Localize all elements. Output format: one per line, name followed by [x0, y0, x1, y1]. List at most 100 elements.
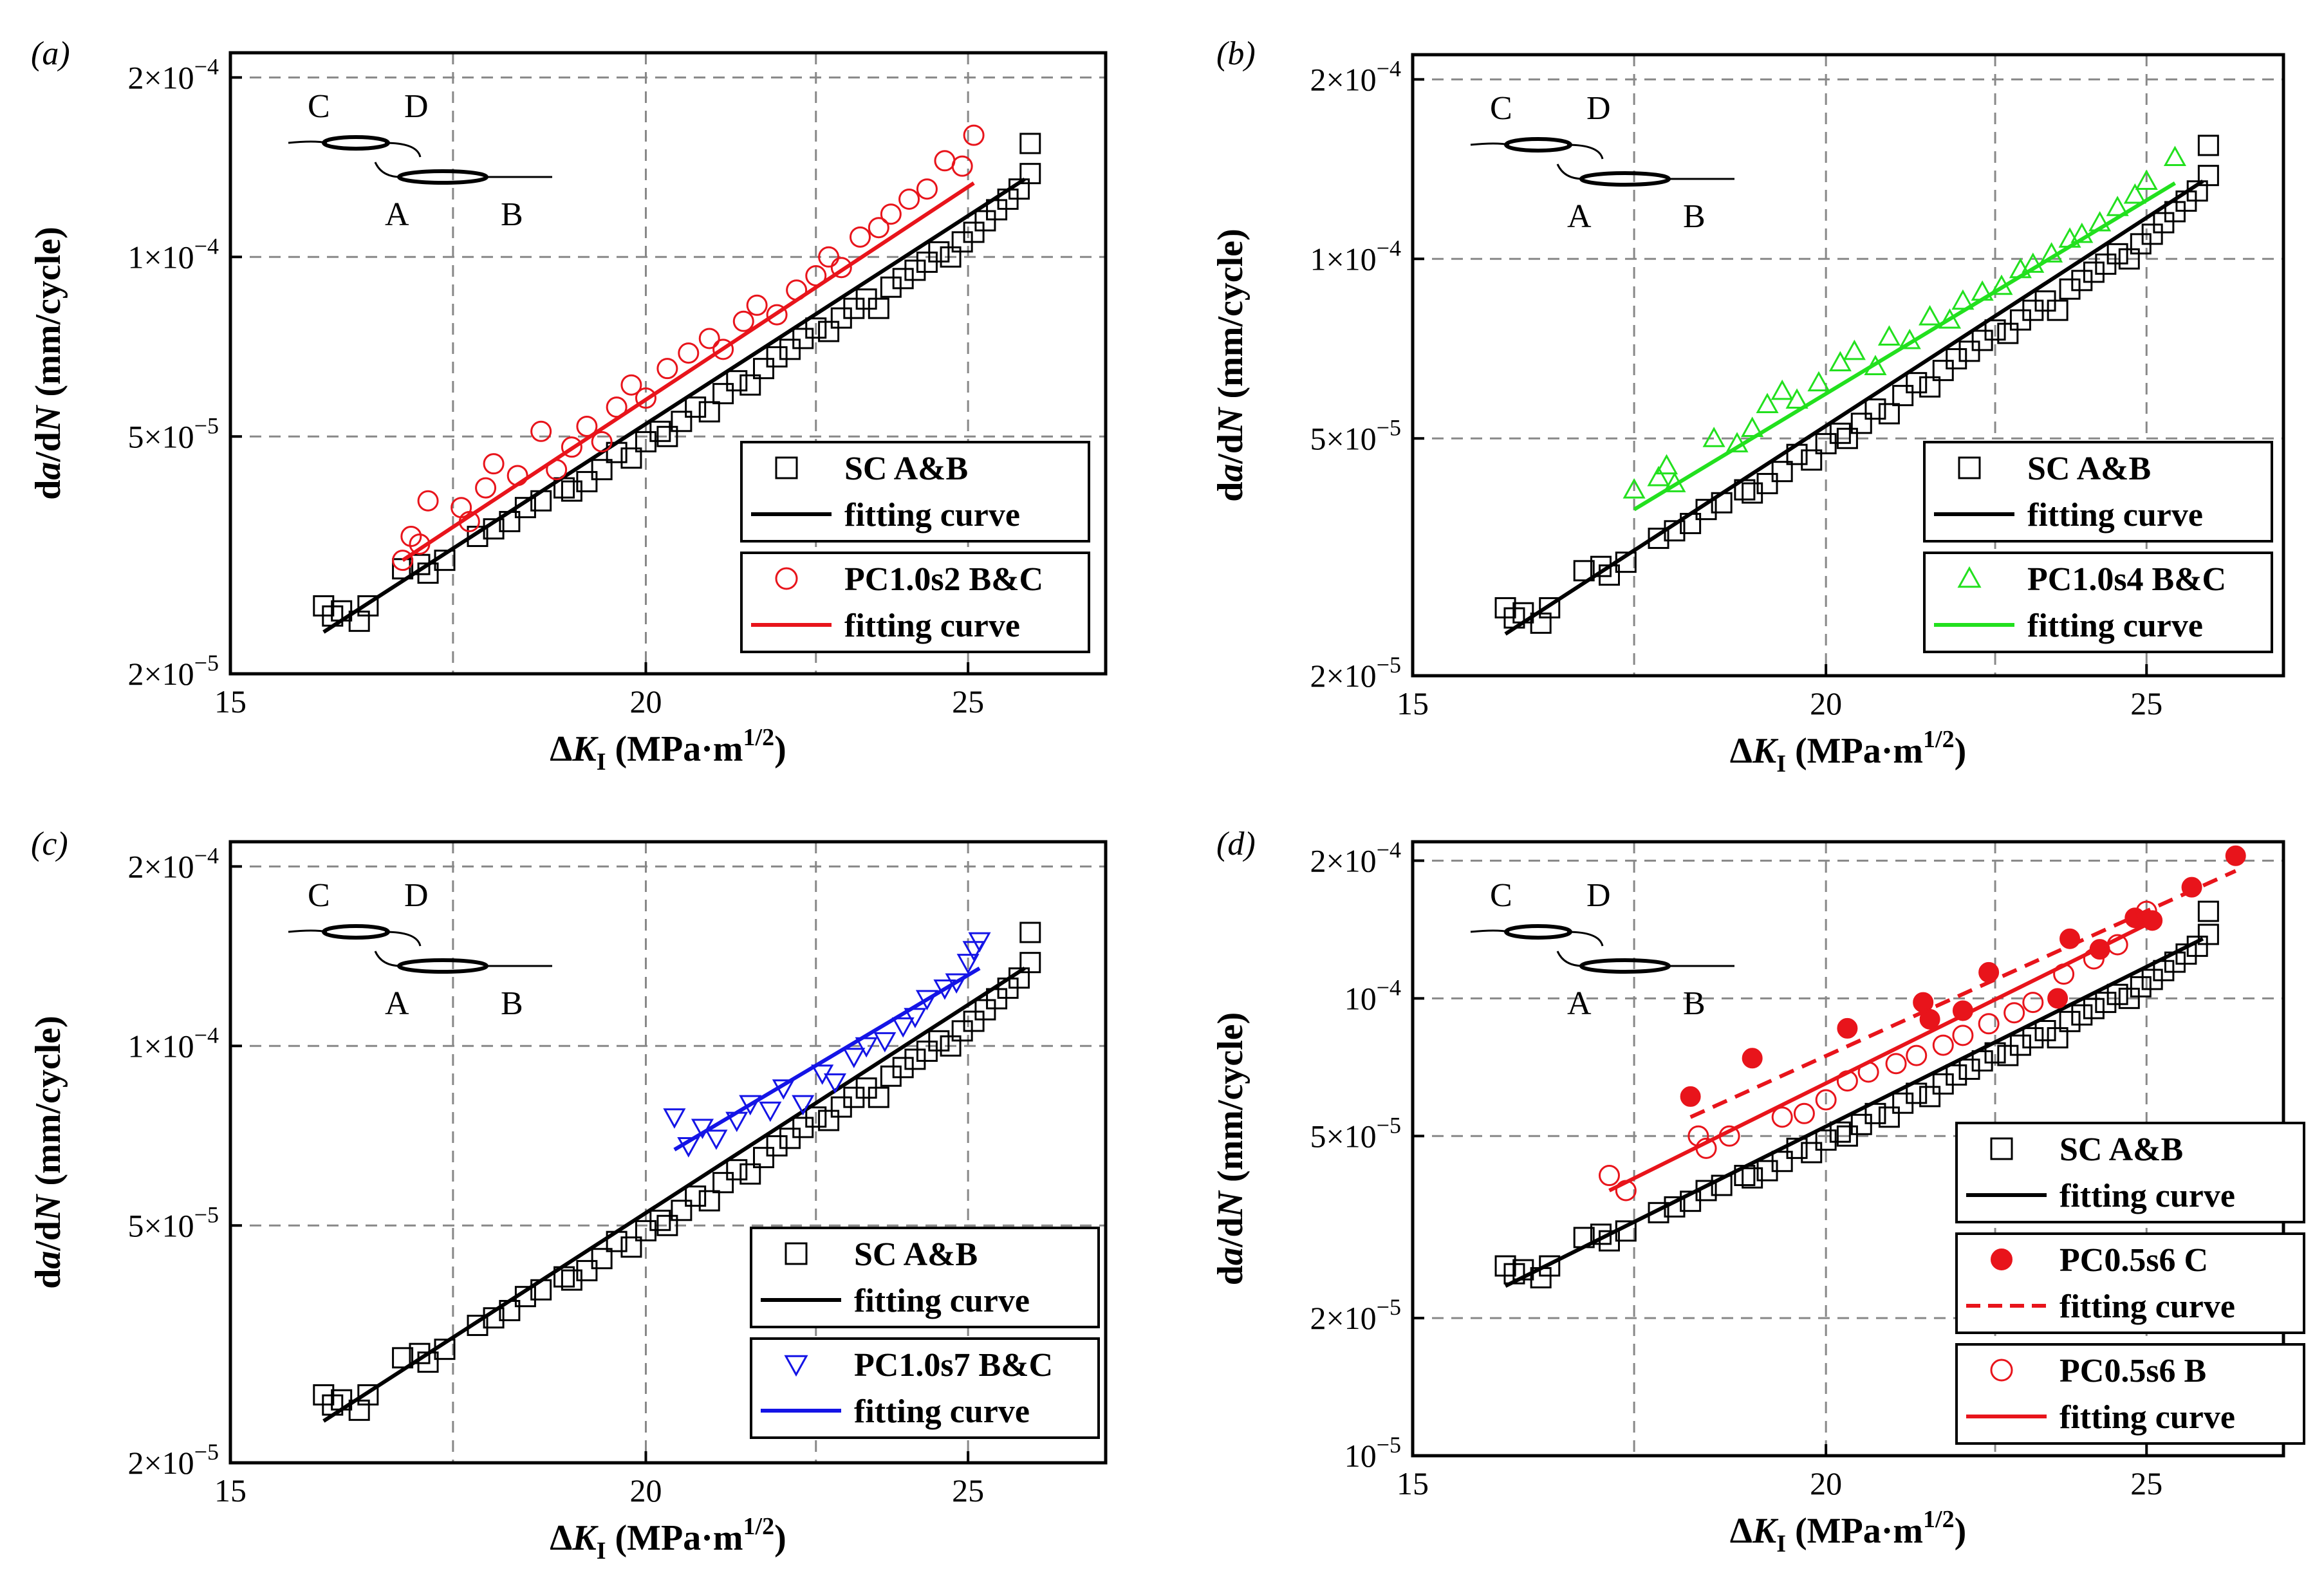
data-point-square: [1958, 1058, 1980, 1080]
data-point-circle: [775, 567, 798, 590]
x-title-close: ): [1955, 731, 1967, 771]
inset-label-c: C: [1490, 90, 1512, 127]
data-point-square: [357, 1384, 379, 1406]
fitting-curve-line: [1608, 922, 2148, 1193]
data-point-square: [1512, 1259, 1534, 1281]
crack-cd-body: [1504, 924, 1572, 940]
data-point-circle: [732, 310, 754, 332]
data-point-square: [698, 1190, 720, 1212]
data-point-square: [1919, 1086, 1941, 1108]
y-title-n: N: [28, 1193, 68, 1221]
y-title-a: a: [28, 462, 68, 480]
x-title-subscript: I: [1776, 1530, 1786, 1557]
data-point-square: [2153, 212, 2175, 234]
y-tick-exponent: −4: [1377, 837, 1401, 862]
data-point-square: [1801, 1142, 1823, 1164]
data-point-filled-circle: [2047, 988, 2068, 1009]
data-point-triangle-down: [705, 1129, 728, 1150]
data-point-square: [1771, 461, 1793, 483]
y-tick-mantissa: 2×10: [1310, 842, 1376, 878]
data-point-square: [1958, 456, 1981, 479]
data-point-circle: [766, 304, 788, 326]
data-point-square: [726, 370, 748, 392]
data-point-square: [963, 221, 985, 243]
data-point-square: [1019, 922, 1041, 943]
data-point-square: [2009, 1034, 2031, 1056]
data-point-circle: [678, 342, 700, 364]
y-tick-base: 10: [1344, 980, 1377, 1016]
x-title-subscript: I: [1776, 750, 1786, 777]
x-title-unit: (MPa·m: [606, 729, 743, 769]
y-tick-label: 5×10−5: [1310, 414, 1401, 456]
y-tick-label: 1×10−4: [1310, 235, 1401, 277]
data-point-square: [1801, 449, 1823, 471]
data-point-square: [2047, 299, 2068, 321]
panel-label: (a): [31, 35, 70, 72]
data-point-triangle-up: [1938, 308, 1962, 329]
data-point-circle: [656, 358, 678, 380]
y-tick-mantissa: 1×10: [127, 1028, 194, 1064]
x-title-superscript: 1/2: [1923, 726, 1955, 753]
data-point-square: [779, 339, 801, 360]
data-point-square: [2197, 900, 2219, 922]
data-point-triangle-down: [968, 932, 991, 953]
y-title-slash-d: /d: [28, 1221, 68, 1252]
y-tick-exponent: −5: [1377, 1294, 1401, 1320]
data-point-square: [2095, 992, 2117, 1014]
y-tick-exponent: −5: [194, 1439, 219, 1465]
plot-frame: [1411, 53, 2285, 678]
crack-cd-body: [322, 135, 390, 151]
data-point-square: [753, 1147, 775, 1169]
data-point-circle: [1978, 1013, 2000, 1035]
crack-ab-left-tail: [1556, 951, 1584, 967]
y-title-n: N: [1211, 406, 1250, 434]
data-point-square: [892, 1057, 914, 1079]
data-point-circle: [2135, 900, 2157, 922]
data-point-circle: [712, 339, 734, 360]
legend-box: [1955, 1122, 2305, 1223]
x-tick-label: 15: [214, 1472, 246, 1508]
data-point-triangle-down: [784, 1355, 808, 1377]
plot-data-area: [1494, 135, 2219, 636]
y-title-n: N: [1211, 1189, 1250, 1218]
data-point-triangle-down: [904, 1008, 927, 1028]
data-point-triangle-down: [891, 1017, 915, 1038]
legend-box: [740, 441, 1090, 543]
panel-label: (c): [31, 826, 68, 862]
data-point-square: [1906, 1082, 1928, 1104]
data-point-square: [2197, 165, 2219, 187]
data-point-square: [712, 383, 734, 405]
x-title-close: ): [774, 729, 786, 769]
data-point-circle: [417, 490, 439, 512]
legend-label: fitting curve: [2059, 1178, 2235, 1214]
data-point-circle: [475, 477, 497, 499]
x-tick-label: 20: [1810, 1465, 1842, 1501]
y-tick-exponent: −4: [194, 1022, 219, 1048]
data-point-square: [1958, 340, 1980, 362]
legend-box: [1955, 1232, 2305, 1334]
legend-box: [1923, 552, 2273, 653]
x-tick-label: 20: [1810, 685, 1842, 721]
data-point-circle: [620, 374, 642, 396]
crack-cd-left-tail: [1470, 142, 1510, 146]
y-title-d: d: [28, 480, 68, 500]
y-tick-label: 2×10−5: [127, 1439, 219, 1481]
legend-box: [750, 1227, 1100, 1328]
y-title-d: d: [1211, 1265, 1250, 1285]
data-point-circle: [451, 497, 472, 519]
data-point-filled-circle: [1991, 1248, 2013, 1270]
x-tick-label: 25: [952, 683, 984, 719]
data-point-triangle-up: [1957, 566, 1982, 588]
y-title-a: a: [1211, 1247, 1250, 1265]
data-point-circle: [2003, 1002, 2025, 1024]
crack-ab-left-tail: [374, 951, 402, 967]
data-point-circle: [483, 453, 505, 475]
x-title-subscript: I: [597, 748, 606, 775]
data-point-filled-circle: [2124, 907, 2146, 929]
crack-cd-left-tail: [288, 140, 328, 144]
data-point-square: [685, 1185, 707, 1207]
data-point-square: [1878, 1106, 1900, 1128]
legend-label: fitting curve: [844, 497, 1020, 534]
y-title-n: N: [28, 404, 68, 432]
